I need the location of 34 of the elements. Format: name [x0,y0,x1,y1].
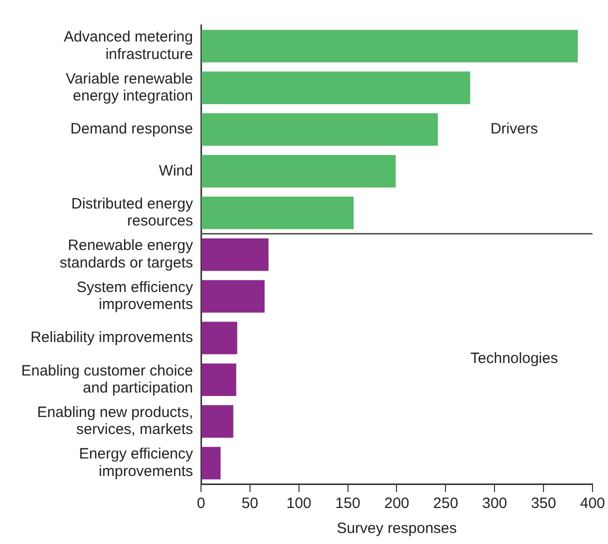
x-tick-label: 0 [196,495,206,512]
x-tick-label: 150 [335,495,360,512]
bar [202,322,238,354]
y-tick-label: Reliability improvements [30,329,193,346]
x-tick-label: 350 [531,495,556,512]
y-tick-label: Advanced metering infrastructure [64,28,193,63]
series-label: Drivers [490,120,538,138]
bar [202,30,578,62]
bar [202,446,221,480]
x-tick-label: 400 [580,495,605,512]
text: Technologies [470,350,558,368]
y-tick-label: Wind [158,162,193,180]
x-tick-label: 100 [286,495,312,512]
y-tick-label: Renewable energy standards or targets [60,237,194,272]
y-tick-label: Demand response [70,120,193,138]
bar [202,113,438,146]
x-axis-title: Survey responses [336,520,457,538]
y-tick-label: Distributed energy resources [71,195,194,230]
y-tick-label: System efficiency improvements [76,278,194,314]
bar [202,72,470,104]
x-tick-label: 200 [384,495,410,512]
bar [202,154,396,188]
bar [202,196,354,230]
bar [202,280,265,313]
bar [202,405,234,438]
y-tick-label: Variable renewable energy integration [66,70,193,105]
x-tick-label: 50 [242,495,258,512]
bar [202,363,236,396]
x-tick-label: 250 [433,495,458,512]
bar [202,238,269,271]
y-tick-label: Enabling new products, services, markets [37,404,193,438]
y-tick-label: Enabling customer choice and participation [21,362,193,397]
y-tick-label: Energy efficiency improvements [79,446,194,480]
x-tick-label: 300 [482,495,508,512]
